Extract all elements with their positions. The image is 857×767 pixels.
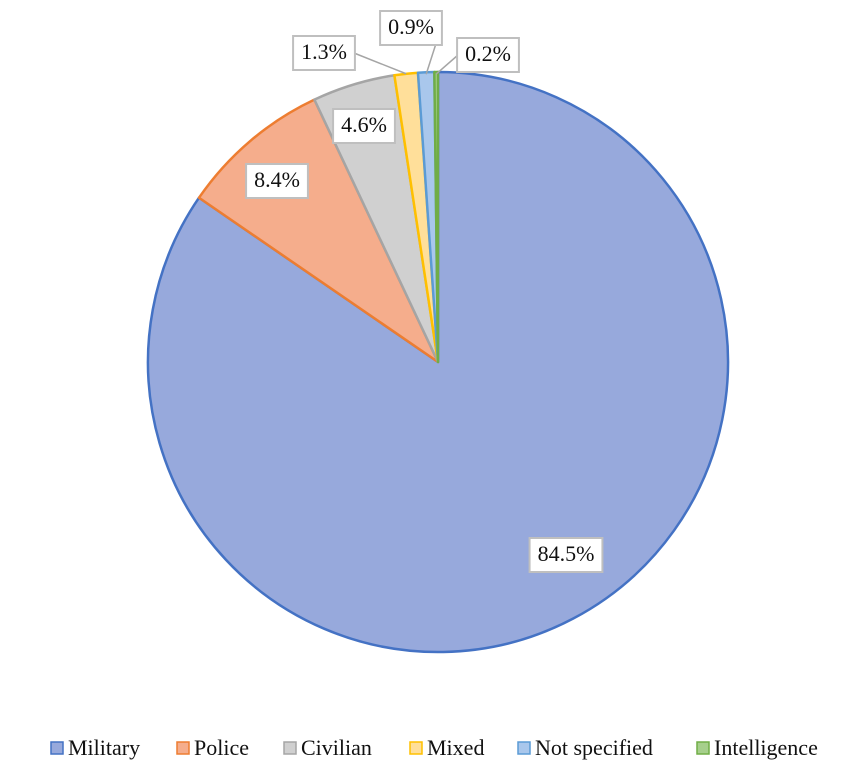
data-label: 8.4% bbox=[254, 167, 300, 192]
legend-label: Mixed bbox=[427, 735, 484, 760]
data-label-box bbox=[528, 537, 604, 573]
data-label: 84.5% bbox=[538, 541, 595, 566]
data-label: 4.6% bbox=[341, 112, 387, 137]
legend-label: Intelligence bbox=[714, 735, 818, 760]
data-label-box bbox=[292, 35, 356, 71]
legend-label: Police bbox=[194, 735, 249, 760]
legend-label: Not specified bbox=[535, 735, 653, 760]
legend-label: Military bbox=[68, 735, 140, 760]
legend-swatch bbox=[517, 741, 531, 755]
data-label: 0.2% bbox=[465, 41, 511, 66]
legend-swatch bbox=[409, 741, 423, 755]
data-label: 1.3% bbox=[301, 39, 347, 64]
leader-line bbox=[353, 52, 407, 75]
legend-swatch bbox=[176, 741, 190, 755]
legend-swatch bbox=[283, 741, 297, 755]
leader-line bbox=[435, 54, 459, 75]
data-label-box bbox=[332, 108, 396, 144]
data-label-box bbox=[245, 163, 309, 199]
legend-swatch bbox=[696, 741, 710, 755]
data-label-box bbox=[379, 10, 443, 46]
legend-swatch bbox=[50, 741, 64, 755]
data-label: 0.9% bbox=[388, 14, 434, 39]
legend-label: Civilian bbox=[301, 735, 372, 760]
data-label-box bbox=[456, 37, 520, 73]
